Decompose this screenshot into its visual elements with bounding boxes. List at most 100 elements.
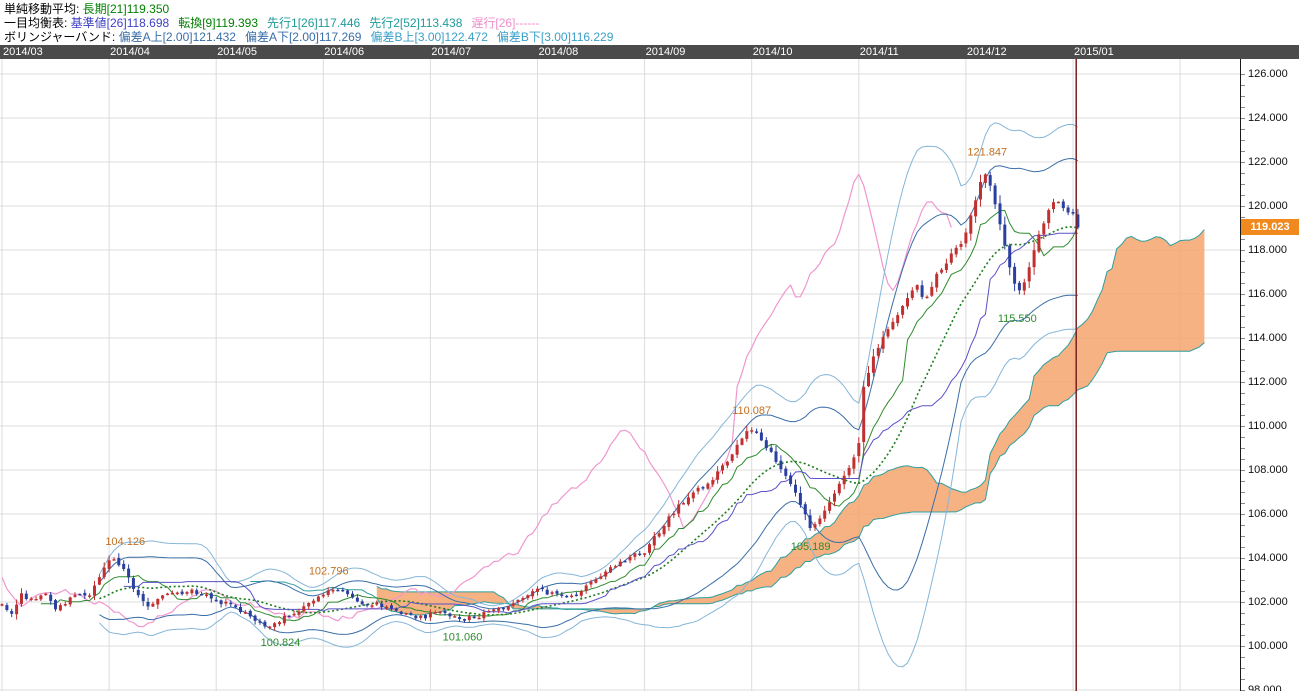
price-axis-label: 118.000	[1248, 244, 1287, 256]
price-axis-tick	[1241, 503, 1245, 504]
price-axis-tick	[1241, 305, 1245, 306]
price-axis-tick	[1241, 448, 1245, 449]
price-axis-tick	[1241, 107, 1245, 108]
date-axis: 2014/03 2014/04 2014/05 2014/06 2014/07 2014/…	[0, 45, 1299, 59]
price-annotation: 105.189	[791, 541, 831, 553]
price-annotation: 104.126	[105, 536, 145, 548]
price-axis-tick	[1241, 613, 1245, 614]
price-axis-tick	[1241, 184, 1245, 185]
chart-main: 104.126 102.796 100.824 101.060 110.087 105.1…	[0, 59, 1299, 691]
legend-row-title: 単純移動平均:	[4, 2, 83, 16]
legend-row-title: 一目均衡表:	[4, 16, 71, 30]
price-axis-tick	[1241, 173, 1245, 174]
price-axis-tick	[1241, 415, 1245, 416]
price-axis-tick	[1241, 404, 1245, 405]
price-axis-tick	[1241, 206, 1245, 207]
legend-item: 偏差B上[3.00]122.472	[370, 30, 488, 44]
price-axis-tick	[1241, 96, 1245, 97]
price-axis-tick	[1241, 151, 1245, 152]
price-axis-tick	[1241, 393, 1245, 394]
price-axis-label: 100.000	[1248, 640, 1288, 652]
price-axis: 126.000 124.000 122.000 120.000 118.000 116.0…	[1240, 59, 1299, 691]
date-axis-label: 2014/06	[324, 46, 365, 58]
legend-item: 遅行[26]------	[471, 16, 540, 30]
price-annotations: 104.126 102.796 100.824 101.060 110.087 105.1…	[105, 146, 1036, 649]
price-axis-label: 104.000	[1248, 552, 1288, 564]
price-axis-tick	[1241, 657, 1245, 658]
price-chart: 104.126 102.796 100.824 101.060 110.087 105.1…	[0, 59, 1240, 691]
indicator-legend: 単純移動平均: 長期[21]119.350 一目均衡表: 基準値[26]118.6…	[0, 0, 1299, 45]
price-axis-label: 122.000	[1248, 156, 1288, 168]
legend-item: 偏差A上[2.00]121.432	[118, 30, 236, 44]
price-axis-tick	[1241, 371, 1245, 372]
price-axis-tick	[1241, 195, 1245, 196]
sma-long-line	[99, 226, 1079, 616]
bollinger-a-lines	[99, 157, 1079, 635]
price-axis-tick	[1241, 492, 1245, 493]
date-axis-label: 2014/04	[110, 46, 150, 58]
price-axis-tick	[1241, 668, 1245, 669]
date-axis-label: 2014/10	[752, 46, 793, 58]
ichimoku-cloud	[376, 229, 1205, 615]
price-axis-tick	[1241, 481, 1245, 482]
price-axis-tick	[1241, 338, 1245, 339]
price-axis-label: 106.000	[1248, 508, 1288, 520]
date-axis-label: 2014/05	[217, 46, 257, 58]
legend-item: 偏差B下[3.00]116.229	[496, 30, 614, 44]
price-axis-tick	[1241, 360, 1245, 361]
price-axis-tick	[1241, 679, 1245, 680]
date-axis-label: 2014/07	[431, 46, 472, 58]
price-axis-tick	[1241, 118, 1245, 119]
price-axis-tick	[1241, 536, 1245, 537]
price-annotation: 121.847	[967, 146, 1007, 158]
legend-item: 先行2[52]113.438	[369, 16, 463, 30]
legend-row-ichimoku: 一目均衡表: 基準値[26]118.698 転換[9]119.393 先行1[26]…	[4, 16, 1299, 30]
price-axis-tick	[1241, 239, 1245, 240]
price-annotation: 100.824	[261, 637, 301, 649]
price-axis-tick	[1241, 646, 1245, 647]
price-axis-tick	[1241, 635, 1245, 636]
price-axis-tick	[1241, 261, 1245, 262]
price-axis-tick	[1241, 283, 1245, 284]
price-axis-tick	[1241, 129, 1245, 130]
price-axis-tick	[1241, 580, 1245, 581]
price-axis-tick	[1241, 140, 1245, 141]
price-axis-label: 124.000	[1248, 112, 1288, 124]
legend-item: 偏差A下[2.00]117.269	[244, 30, 362, 44]
date-axis-label: 2015/01	[1074, 46, 1114, 58]
legend-row-title: ボリンジャーバンド:	[4, 30, 119, 44]
date-axis-label: 2014/03	[3, 46, 43, 58]
price-axis-tick	[1241, 547, 1245, 548]
price-axis-label: 108.000	[1248, 464, 1288, 476]
legend-item: 基準値[26]118.698	[70, 16, 170, 30]
price-axis-label: 102.000	[1248, 596, 1288, 608]
price-annotation: 115.550	[998, 313, 1037, 325]
price-axis-label: 120.000	[1248, 200, 1288, 212]
date-axis-label: 2014/08	[538, 46, 579, 58]
legend-item: 先行1[26]117.446	[267, 16, 361, 30]
price-axis-tick	[1241, 162, 1245, 163]
price-axis-label: 126.000	[1248, 68, 1288, 80]
price-axis-tick	[1241, 602, 1245, 603]
tenkan-line	[40, 209, 1079, 622]
plot-area[interactable]: 104.126 102.796 100.824 101.060 110.087 105.1…	[0, 59, 1240, 691]
date-axis-label: 2014/11	[859, 46, 899, 58]
price-axis-tick	[1241, 85, 1245, 86]
senkou-span-lines	[250, 229, 1205, 616]
price-axis-tick	[1241, 272, 1245, 273]
price-axis-tick	[1241, 217, 1245, 218]
price-axis-label: 114.000	[1248, 332, 1287, 344]
price-axis-label: 116.000	[1248, 288, 1287, 300]
price-axis-tick	[1241, 426, 1245, 427]
price-axis-tick	[1241, 569, 1245, 570]
legend-item: 長期[21]119.350	[82, 2, 170, 16]
price-axis-label: 112.000	[1248, 376, 1287, 388]
price-axis-tick	[1241, 591, 1245, 592]
price-annotation: 101.060	[443, 632, 483, 644]
legend-row-sma: 単純移動平均: 長期[21]119.350	[4, 2, 1299, 16]
price-axis-label: 98.000	[1248, 684, 1282, 691]
price-axis-tick	[1241, 349, 1245, 350]
price-axis-tick	[1241, 459, 1245, 460]
price-axis-tick	[1241, 327, 1245, 328]
